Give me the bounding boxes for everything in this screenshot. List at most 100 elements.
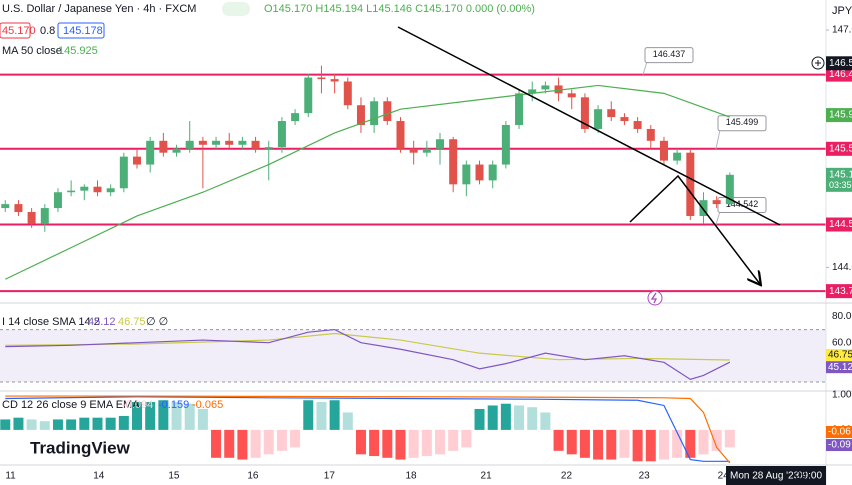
macd-hist-bar xyxy=(250,429,261,458)
macd-signal-line xyxy=(5,395,731,464)
projection-arrow xyxy=(629,174,760,284)
macd-hist-bar xyxy=(197,408,208,430)
level-price: 144.5 xyxy=(829,219,852,230)
macd-tick-label: 1.000 xyxy=(832,390,852,401)
candle-body xyxy=(264,147,273,149)
sma-legend: MA 50 close xyxy=(2,45,62,57)
macd-hist-bar xyxy=(698,429,709,455)
macd-legend-hist: -0.094 xyxy=(122,399,153,411)
candle-body xyxy=(1,204,10,209)
candle-body xyxy=(159,140,168,153)
candle-body xyxy=(106,188,115,193)
macd-hist-bar xyxy=(303,400,314,430)
buy-box[interactable] xyxy=(57,22,105,39)
level-price: 145.5 xyxy=(829,143,852,154)
macd-hist-bar xyxy=(26,419,37,430)
candle-body xyxy=(172,148,181,153)
cursor-date: Mon 28 Aug '23 xyxy=(730,471,800,482)
callout-stem xyxy=(715,129,721,149)
candle-body xyxy=(475,164,484,181)
price-label-box xyxy=(826,56,852,71)
candle-body xyxy=(251,140,260,149)
level-price: 143.7 xyxy=(829,286,852,297)
callout-box xyxy=(717,115,767,132)
candle-body xyxy=(501,124,510,165)
candle-body xyxy=(515,93,524,125)
sell-price: 45.170 xyxy=(2,25,36,37)
macd-hist-bar xyxy=(92,417,103,430)
event-icon-bolt xyxy=(650,292,658,304)
candle-body xyxy=(93,186,102,193)
candle-body xyxy=(449,139,458,185)
event-icon[interactable] xyxy=(647,290,663,306)
price-label-box xyxy=(826,167,852,192)
callout-text: 146.437 xyxy=(653,49,686,59)
macd-hist-bar xyxy=(632,429,643,462)
candle-body xyxy=(528,89,537,94)
candle-body xyxy=(317,77,326,80)
macd-hist-bar xyxy=(342,412,353,430)
macd-hist-bar xyxy=(290,429,301,448)
macd-hist-bar xyxy=(711,429,722,451)
buy-price: 145.178 xyxy=(63,25,103,37)
level-price-box xyxy=(826,284,852,299)
rsi-value-box xyxy=(826,361,852,374)
rsi-value-box xyxy=(826,349,852,362)
cursor-time: 09:00 xyxy=(797,471,822,482)
sell-box[interactable] xyxy=(0,22,31,39)
candle-body xyxy=(567,93,576,98)
time-tick-label: 17 xyxy=(324,471,336,482)
macd-hist-bar xyxy=(369,429,380,457)
level-price-box xyxy=(826,67,852,82)
macd-value-box xyxy=(826,439,852,452)
candle-body xyxy=(699,200,708,216)
status-pill[interactable] xyxy=(222,2,250,16)
candle-body xyxy=(80,186,89,191)
time-tick-label: 22 xyxy=(561,471,573,482)
macd-hist-bar xyxy=(184,403,195,430)
time-tick-label: 15 xyxy=(168,471,180,482)
ohlc: O145.170 H145.194 L145.146 C145.170 0.00… xyxy=(264,3,535,15)
macd-legend-signal: -0.065 xyxy=(192,399,223,411)
macd-value: -0.09 xyxy=(828,440,851,451)
macd-hist-bar xyxy=(685,429,696,458)
rsi-tick-label: 80.00 xyxy=(832,311,852,322)
candle-body xyxy=(633,121,642,129)
time-tick-label: 16 xyxy=(247,471,259,482)
macd-hist-bar xyxy=(435,429,446,455)
callout-box xyxy=(644,47,694,64)
candle-body xyxy=(488,164,497,181)
callout-text: 144.542 xyxy=(726,199,759,209)
candle-body xyxy=(422,148,431,153)
macd-hist-bar xyxy=(658,429,669,460)
macd-hist-bar xyxy=(13,417,24,430)
time-tick-label: 11 xyxy=(5,471,16,482)
candle-body xyxy=(67,190,76,193)
rsi-legend-sma: 46.75 xyxy=(118,316,146,328)
rsi-value: 46.75 xyxy=(828,350,852,361)
level-price-box xyxy=(826,141,852,156)
time-tick-label: 21 xyxy=(481,471,493,482)
macd-hist-bar xyxy=(448,429,459,451)
macd-hist-bar xyxy=(566,429,577,455)
candle-body xyxy=(146,140,155,165)
rsi-line xyxy=(5,328,731,380)
candle-body xyxy=(370,101,379,125)
macd-hist-bar xyxy=(421,429,432,457)
sma-legend-value: 145.925 xyxy=(58,45,98,57)
macd-line xyxy=(5,396,730,462)
macd-hist-bar xyxy=(487,405,498,430)
macd-legend: CD 12 26 close 9 EMA EMA xyxy=(2,399,140,411)
macd-hist-bar xyxy=(211,429,222,458)
macd-hist-bar xyxy=(316,401,327,430)
currency: JPY xyxy=(832,5,852,17)
rsi-legend-extra: ∅ ∅ xyxy=(146,316,168,328)
candle-body xyxy=(462,164,471,185)
brand: TradingView xyxy=(30,438,131,457)
macd-hist-bar xyxy=(132,401,143,430)
candle-body xyxy=(396,121,405,149)
macd-hist-bar xyxy=(355,429,366,455)
rsi-band xyxy=(0,329,826,382)
